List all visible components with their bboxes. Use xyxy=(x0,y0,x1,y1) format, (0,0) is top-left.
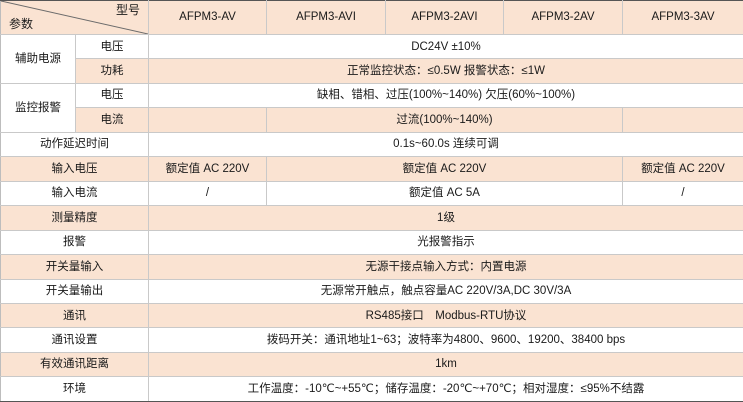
value-accuracy: 1级 xyxy=(148,205,743,231)
value-input-voltage-mid: 额定值 AC 220V xyxy=(266,156,623,182)
value-input-voltage-col5: 额定值 AC 220V xyxy=(622,156,743,182)
header-model-afpm3-2avi: AFPM3-2AVI xyxy=(385,0,504,35)
table-row: 动作延迟时间 0.1s~60.0s 连续可调 xyxy=(0,131,743,158)
value-aux-power-consumption: 正常监控状态：≤0.5W 报警状态：≤1W xyxy=(148,58,743,84)
table-header-row: 型号 参数 AFPM3-AV AFPM3-AVI AFPM3-2AVI AFPM… xyxy=(0,0,743,35)
value-input-current-col5: / xyxy=(622,180,743,207)
sub-label-alarm-voltage: 电压 xyxy=(75,82,149,109)
label-alarm: 报警 xyxy=(0,229,149,256)
value-environment: 工作温度：-10℃~+55℃；储存温度：-20℃~+70℃；相对湿度：≤95%不… xyxy=(148,376,743,402)
label-input-voltage: 输入电压 xyxy=(0,156,149,182)
label-communication-settings: 通讯设置 xyxy=(0,327,149,353)
label-communication: 通讯 xyxy=(0,302,149,329)
value-communication-distance: 1km xyxy=(148,351,743,378)
table-row: 报警 光报警指示 xyxy=(0,229,743,256)
header-model-label: 型号 xyxy=(115,3,140,17)
header-model-afpm3-av: AFPM3-AV xyxy=(148,0,267,35)
table-row: 电流 过流(100%~140%) xyxy=(1,107,743,133)
diagonal-divider-icon xyxy=(1,1,148,34)
header-model-afpm3-2av: AFPM3-2AV xyxy=(503,0,623,35)
value-communication-settings: 拨码开关：通讯地址1~63；波特率为4800、9600、19200、38400 … xyxy=(148,327,743,353)
label-action-delay: 动作延迟时间 xyxy=(0,131,149,158)
label-digital-input: 开关量输入 xyxy=(0,254,149,280)
header-corner-cell: 型号 参数 xyxy=(0,0,149,35)
header-model-afpm3-3av: AFPM3-3AV xyxy=(622,0,743,35)
value-input-current-mid: 额定值 AC 5A xyxy=(266,180,623,207)
header-param-label: 参数 xyxy=(9,17,34,31)
label-input-current: 输入电流 xyxy=(0,180,149,207)
label-environment: 环境 xyxy=(0,376,149,402)
group-label-aux-power: 辅助电源 xyxy=(0,34,76,84)
value-alarm-current-col1 xyxy=(148,107,267,133)
label-accuracy: 测量精度 xyxy=(0,205,149,231)
value-action-delay: 0.1s~60.0s 连续可调 xyxy=(148,131,743,158)
value-input-voltage-col1: 额定值 AC 220V xyxy=(148,156,267,182)
table-row: 开关量输出 无源常开触点，触点容量AC 220V/3A,DC 30V/3A xyxy=(0,278,743,304)
table-row: 测量精度 1级 xyxy=(0,205,743,231)
table-row: 功耗 正常监控状态：≤0.5W 报警状态：≤1W xyxy=(1,58,743,84)
group-label-monitor-alarm: 监控报警 xyxy=(0,82,76,133)
sub-label-aux-voltage: 电压 xyxy=(75,33,149,60)
sub-label-aux-power-consumption: 功耗 xyxy=(75,58,149,84)
value-digital-input: 无源干接点输入方式：内置电源 xyxy=(148,254,743,280)
value-alarm-current-col5 xyxy=(622,107,743,133)
table-row: 通讯 RS485接口 Modbus-RTU协议 xyxy=(0,302,743,329)
label-communication-distance: 有效通讯距离 xyxy=(0,351,149,378)
value-alarm-current-mid: 过流(100%~140%) xyxy=(266,107,623,133)
header-model-afpm3-avi: AFPM3-AVI xyxy=(266,0,386,35)
table-row: 通讯设置 拨码开关：通讯地址1~63；波特率为4800、9600、19200、3… xyxy=(0,327,743,353)
table-row: 辅助电源 电压 DC24V ±10% xyxy=(0,33,743,84)
table-row: 监控报警 电压 缺相、错相、过压(100%~140%) 欠压(60%~100%) xyxy=(0,82,743,133)
value-alarm-voltage: 缺相、错相、过压(100%~140%) 欠压(60%~100%) xyxy=(148,82,743,109)
table-row: 输入电流 / 额定值 AC 5A / xyxy=(0,180,743,207)
sub-label-alarm-current: 电流 xyxy=(75,107,149,133)
table-row: 环境 工作温度：-10℃~+55℃；储存温度：-20℃~+70℃；相对湿度：≤9… xyxy=(0,376,743,402)
table-row: 输入电压 额定值 AC 220V 额定值 AC 220V 额定值 AC 220V xyxy=(0,156,743,182)
table-row: 开关量输入 无源干接点输入方式：内置电源 xyxy=(0,254,743,280)
value-aux-voltage: DC24V ±10% xyxy=(148,33,743,60)
value-input-current-col1: / xyxy=(148,180,267,207)
value-alarm: 光报警指示 xyxy=(148,229,743,256)
value-communication: RS485接口 Modbus-RTU协议 xyxy=(148,302,743,329)
table-row: 有效通讯距离 1km xyxy=(0,351,743,378)
label-digital-output: 开关量输出 xyxy=(0,278,149,304)
value-digital-output: 无源常开触点，触点容量AC 220V/3A,DC 30V/3A xyxy=(148,278,743,304)
